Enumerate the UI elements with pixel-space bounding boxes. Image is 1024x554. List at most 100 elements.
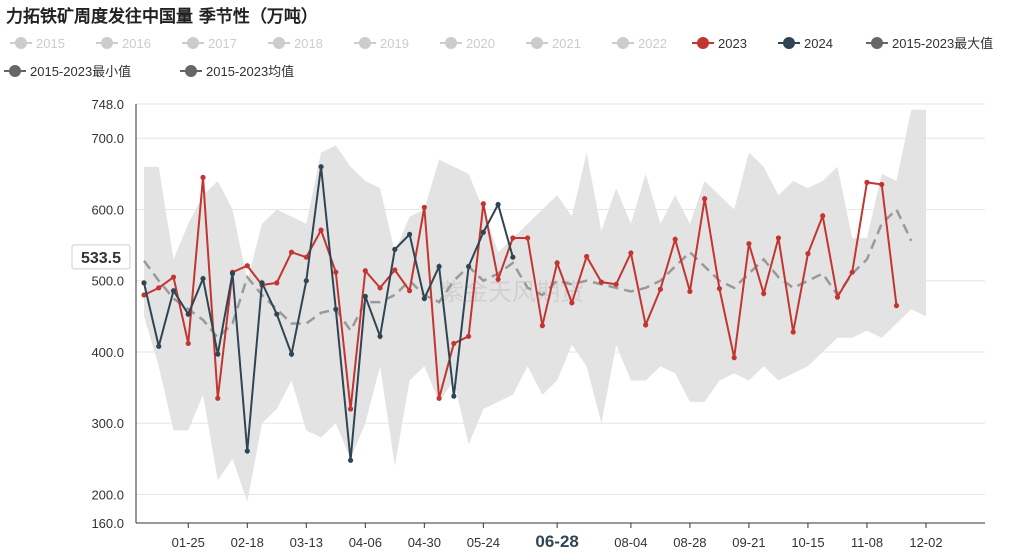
legend-label: 2022 bbox=[638, 36, 667, 51]
series-2023-point bbox=[377, 285, 383, 291]
legend-marker bbox=[617, 37, 629, 49]
series-2023-point bbox=[716, 285, 723, 292]
y-tick-label: 300.0 bbox=[91, 416, 124, 431]
series-2023-point bbox=[215, 395, 221, 401]
y-tick-label: 748.0 bbox=[91, 97, 124, 112]
legend-label: 2015-2023最大值 bbox=[892, 36, 993, 51]
series-2024-point bbox=[480, 229, 486, 235]
series-2023-point bbox=[451, 340, 457, 347]
series-2023-point bbox=[702, 196, 708, 202]
series-2024-point bbox=[451, 393, 457, 399]
series-2023-point bbox=[775, 235, 782, 241]
series-2023-point bbox=[421, 204, 427, 210]
series-2024-point bbox=[303, 278, 309, 284]
chart-title: 力拓铁矿周度发往中国量 季节性（万吨） bbox=[6, 7, 318, 27]
x-tick-label: 05-24 bbox=[467, 535, 500, 550]
x-tick-label: 04-06 bbox=[349, 535, 382, 550]
series-2024-point bbox=[436, 263, 442, 270]
series-2023-point bbox=[495, 276, 501, 282]
legend-marker bbox=[185, 65, 197, 77]
series-2023-point bbox=[834, 294, 841, 300]
legend-label: 2015-2023最小值 bbox=[30, 64, 131, 79]
y-pointer-label: 533.5 bbox=[81, 250, 121, 267]
series-2024-point bbox=[274, 311, 280, 317]
series-2023-point bbox=[849, 269, 855, 275]
series-2023-point bbox=[554, 260, 560, 266]
legend-marker bbox=[359, 37, 371, 49]
series-2023-point bbox=[333, 269, 339, 275]
legend-label: 2024 bbox=[804, 36, 833, 51]
series-2024-point bbox=[215, 351, 221, 357]
y-tick-label: 700.0 bbox=[91, 131, 124, 146]
x-tick-label: 02-18 bbox=[231, 535, 264, 550]
series-2023-point bbox=[465, 333, 472, 339]
series-2024-point bbox=[170, 288, 177, 294]
y-pointer-box bbox=[71, 244, 131, 270]
series-2023-point bbox=[790, 329, 796, 335]
legend-marker bbox=[273, 37, 285, 49]
series-2023-point bbox=[480, 201, 486, 207]
series-2024-point bbox=[200, 275, 206, 282]
series-2023-point bbox=[628, 250, 634, 256]
series-2024-line bbox=[143, 166, 514, 461]
legend-label: 2021 bbox=[552, 36, 581, 51]
series-2024-point bbox=[510, 254, 516, 260]
series-2023-point bbox=[864, 179, 870, 185]
legend-label: 2015 bbox=[36, 36, 65, 51]
legend-label: 2016 bbox=[122, 36, 151, 51]
series-2023-point bbox=[303, 254, 309, 260]
series-2024-point bbox=[259, 280, 265, 286]
series-2023-point bbox=[392, 267, 398, 273]
series-2023-point bbox=[200, 174, 206, 180]
series-2023-point bbox=[318, 227, 324, 233]
series-2023-line bbox=[143, 177, 898, 410]
legend-marker bbox=[697, 37, 709, 49]
series-2024-point bbox=[406, 231, 413, 238]
x-tick-label: 04-30 bbox=[408, 535, 441, 550]
series-2023-point bbox=[362, 268, 368, 274]
legend-label: 2017 bbox=[208, 36, 237, 51]
series-2023-point bbox=[141, 292, 147, 298]
series-2023-point bbox=[598, 279, 604, 285]
series-2023-point bbox=[510, 235, 516, 241]
series-2024-point bbox=[495, 201, 501, 208]
series-2024-point bbox=[377, 333, 383, 339]
y-tick-label: 160.0 bbox=[91, 516, 124, 531]
series-2024-point bbox=[362, 293, 368, 299]
legend-marker bbox=[531, 37, 543, 49]
series-2023-point bbox=[643, 322, 649, 328]
legend-label: 2019 bbox=[380, 36, 409, 51]
legend-marker bbox=[783, 37, 795, 49]
series-2024-point bbox=[465, 263, 472, 270]
y-tick-label: 500.0 bbox=[91, 274, 124, 289]
series-2024-point bbox=[229, 270, 236, 277]
series-2023-point bbox=[672, 236, 678, 242]
series-2024-point bbox=[392, 246, 398, 252]
series-2024-point bbox=[156, 343, 162, 349]
series-2023-point bbox=[347, 406, 354, 412]
x-tick-label: 10-15 bbox=[791, 535, 824, 550]
legend-marker bbox=[445, 37, 457, 49]
y-tick-label: 200.0 bbox=[91, 487, 124, 502]
series-2024-point bbox=[185, 311, 191, 317]
x-tick-label: 12-02 bbox=[909, 535, 942, 550]
series-2023-point bbox=[893, 303, 900, 309]
series-2023-point bbox=[436, 395, 442, 401]
series-2023-point bbox=[288, 249, 295, 255]
x-tick-label: 11-08 bbox=[851, 535, 883, 550]
legend-marker bbox=[9, 65, 21, 77]
y-tick-label: 400.0 bbox=[91, 345, 124, 360]
series-2023-point bbox=[406, 288, 413, 294]
legend-marker bbox=[187, 37, 199, 49]
series-range-band bbox=[144, 109, 926, 502]
legend-marker bbox=[871, 37, 883, 49]
legend-marker bbox=[101, 37, 113, 49]
series-2024-point bbox=[318, 164, 324, 170]
y-tick-label: 600.0 bbox=[91, 202, 124, 217]
legend-marker bbox=[15, 37, 27, 49]
series-2024-point bbox=[421, 295, 427, 302]
x-tick-label: 06-28 bbox=[535, 532, 578, 551]
legend-label: 2018 bbox=[294, 36, 323, 51]
